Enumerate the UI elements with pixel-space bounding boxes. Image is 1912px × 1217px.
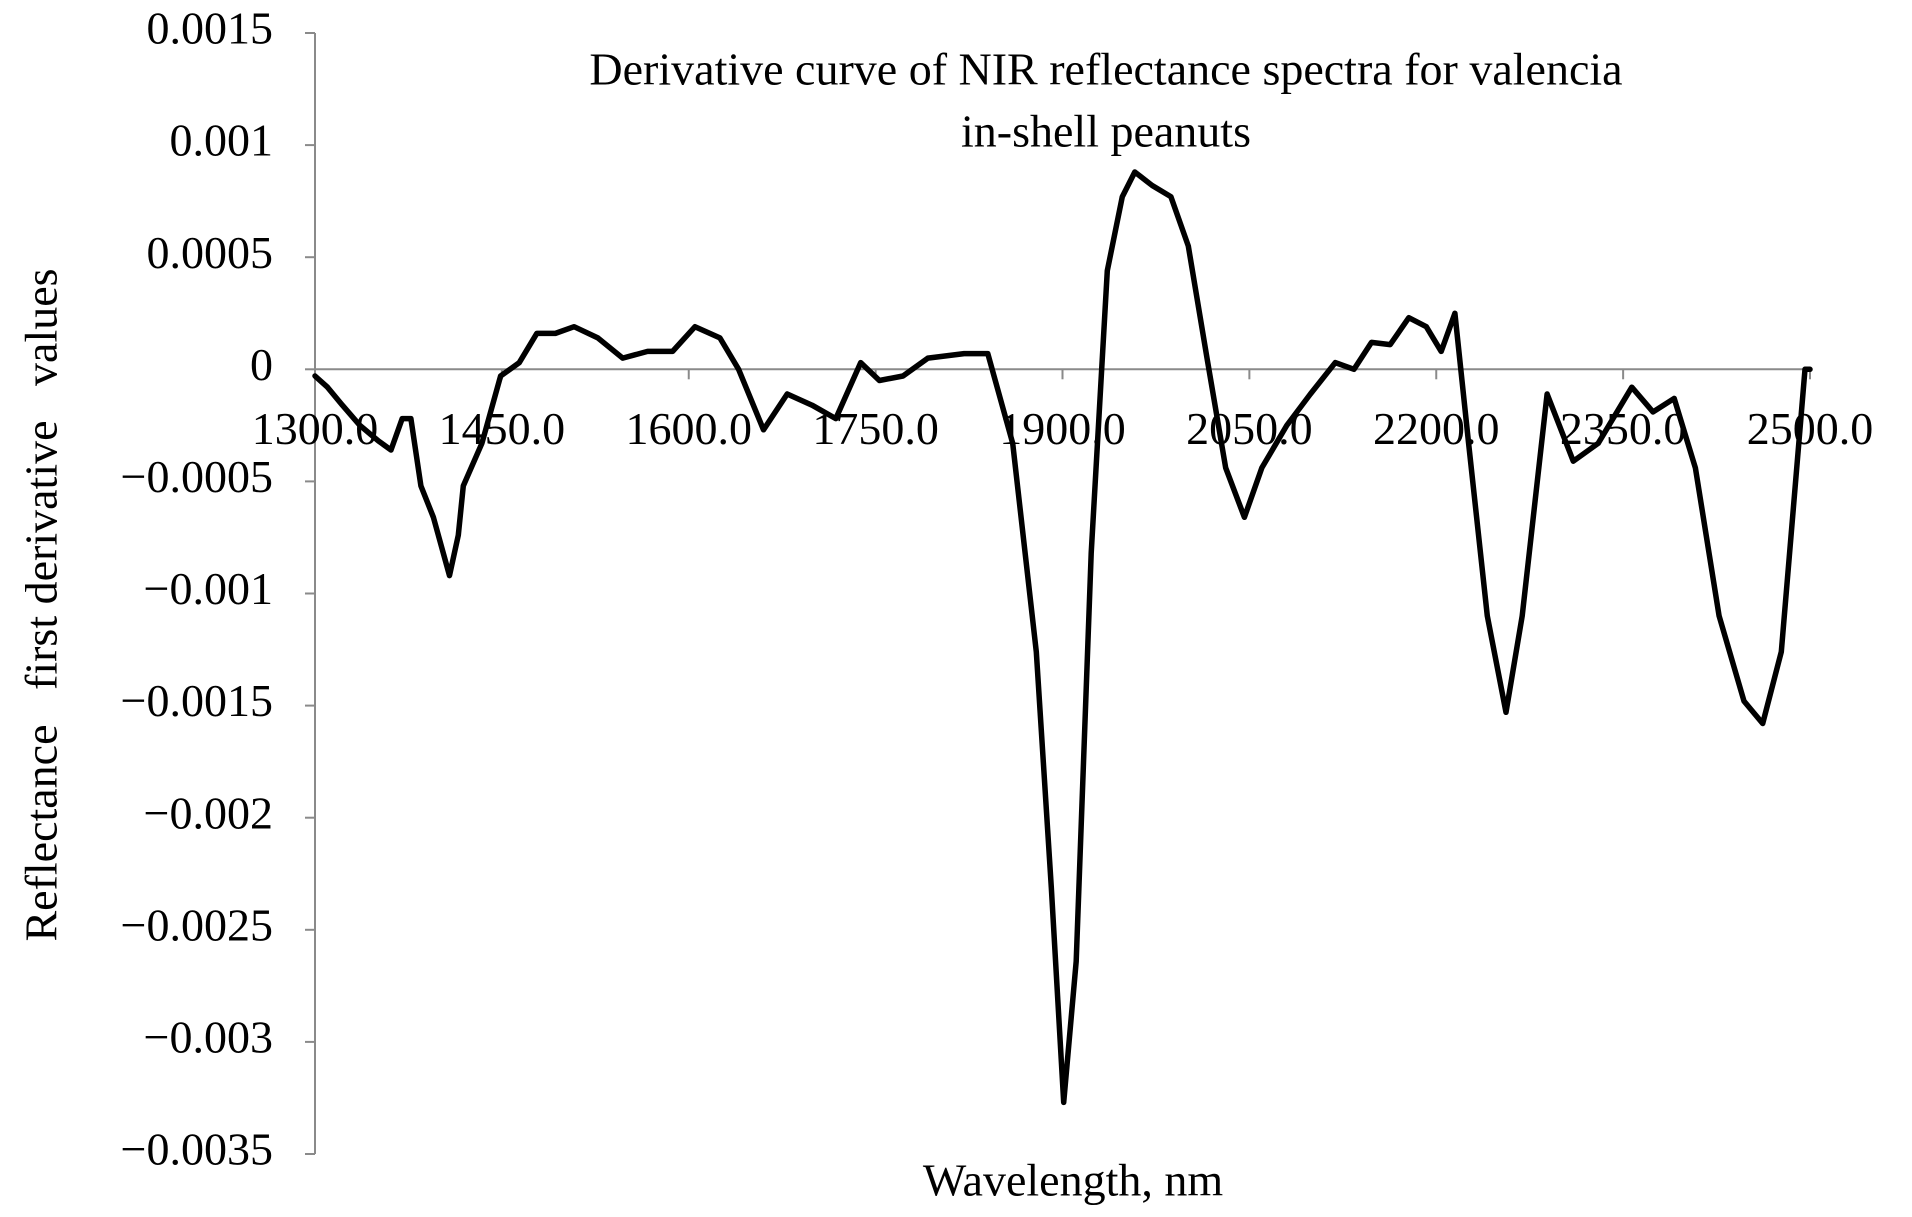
y-tick-label: −0.0005 xyxy=(121,451,273,502)
x-tick-label: 1600.0 xyxy=(626,403,753,454)
x-tick-label: 1450.0 xyxy=(439,403,566,454)
x-tick-label: 2200.0 xyxy=(1373,403,1500,454)
data-line xyxy=(312,169,1813,1106)
y-tick-label: −0.002 xyxy=(144,787,273,838)
y-tick-label: 0 xyxy=(250,339,273,390)
y-tick-label: 0.0005 xyxy=(147,227,274,278)
x-tick-label: 1900.0 xyxy=(999,403,1126,454)
x-axis-label: Wavelength, nm xyxy=(923,1155,1224,1206)
y-tick-label: 0.0015 xyxy=(147,3,274,54)
y-tick-label: −0.0025 xyxy=(121,899,273,950)
y-tick-label: 0.001 xyxy=(170,115,274,166)
y-tick-label: −0.0035 xyxy=(121,1124,273,1175)
y-axis-label: Reflectance first derivative values xyxy=(16,268,67,941)
y-tick-label: −0.001 xyxy=(144,563,273,614)
chart-title: Derivative curve of NIR reflectance spec… xyxy=(589,44,1622,95)
x-tick-label: 2350.0 xyxy=(1560,403,1687,454)
x-tick-label: 2050.0 xyxy=(1186,403,1313,454)
chart-title: in-shell peanuts xyxy=(961,106,1251,157)
y-tick-label: −0.0015 xyxy=(121,675,273,726)
y-tick-label: −0.003 xyxy=(144,1011,273,1062)
x-tick-label: 1300.0 xyxy=(252,403,379,454)
x-tick-label: 2500.0 xyxy=(1747,403,1874,454)
x-tick-label: 1750.0 xyxy=(812,403,939,454)
